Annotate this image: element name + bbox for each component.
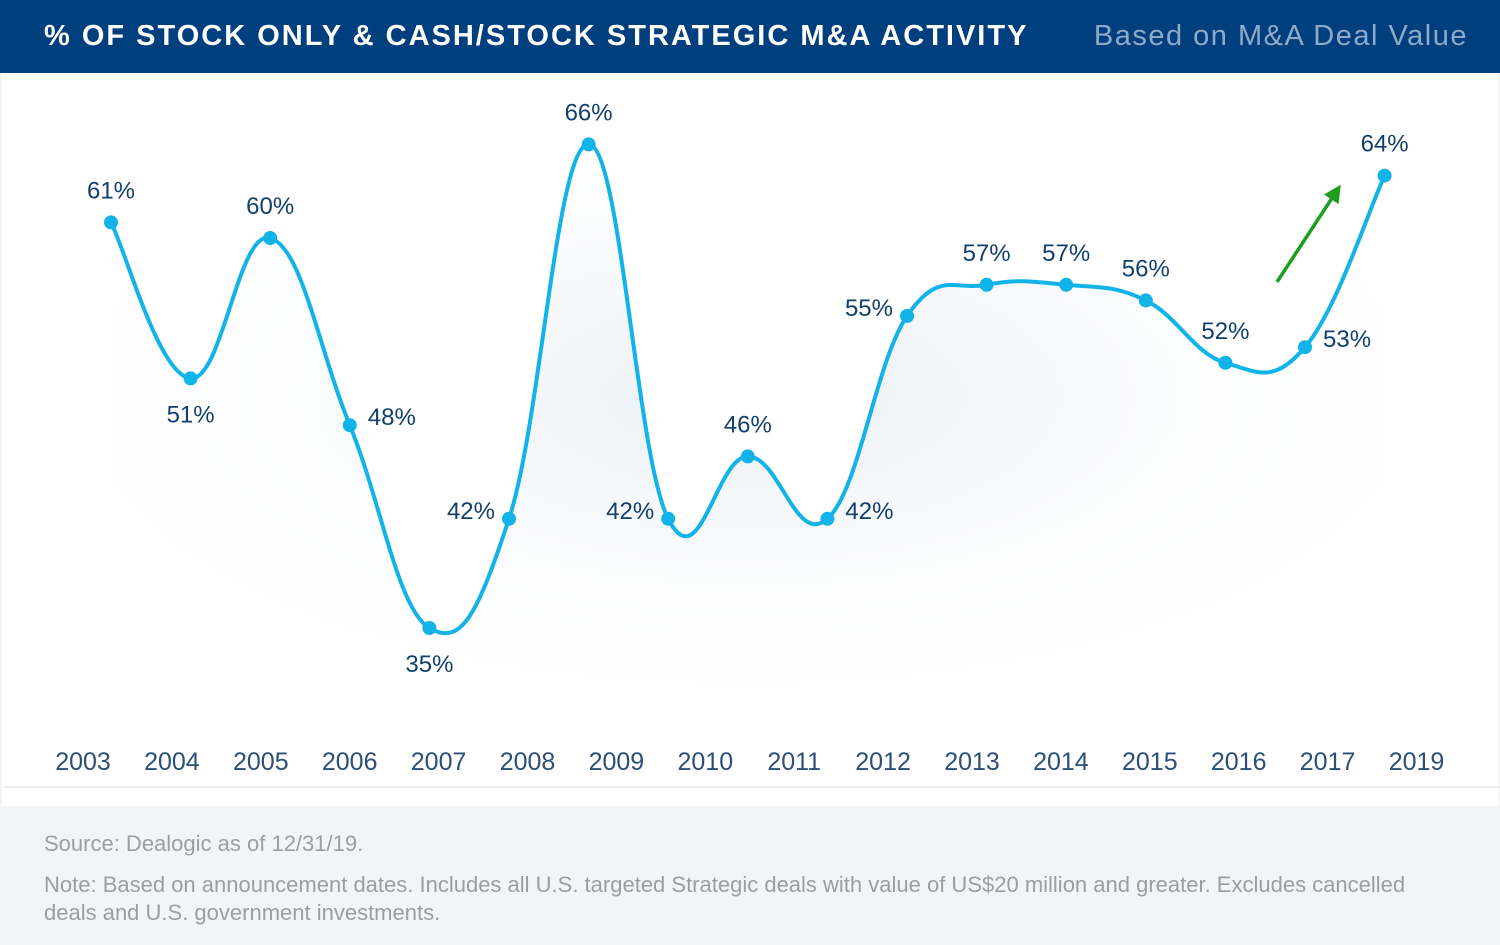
x-tick-label: 2010 <box>677 748 733 776</box>
chart-title: % OF STOCK ONLY & CASH/STOCK STRATEGIC M… <box>44 20 1029 52</box>
axis-divider <box>4 786 1500 788</box>
value-label: 42% <box>606 498 654 525</box>
data-point <box>183 371 198 386</box>
area-shading <box>111 144 1385 700</box>
x-tick-label: 2005 <box>233 748 289 776</box>
data-point <box>1218 355 1233 370</box>
chart-header: % OF STOCK ONLY & CASH/STOCK STRATEGIC M… <box>0 0 1500 73</box>
x-tick-label: 2019 <box>1389 748 1445 776</box>
value-label: 57% <box>963 240 1011 267</box>
value-label: 52% <box>1201 318 1249 345</box>
data-point <box>104 215 118 230</box>
data-point <box>1059 277 1074 292</box>
value-label: 48% <box>368 404 416 431</box>
data-point <box>740 449 755 464</box>
x-tick-label: 2009 <box>589 748 645 776</box>
value-label: 64% <box>1361 131 1409 158</box>
data-point <box>661 511 676 526</box>
data-point <box>900 309 914 323</box>
x-tick-label: 2011 <box>767 748 821 776</box>
x-tick-label: 2008 <box>500 748 556 776</box>
x-tick-label: 2013 <box>944 748 1000 776</box>
value-labels: 61% 51% 60% 48% 35% 42% 66% 42% 46% 42% 55% 57% 57% 5… <box>87 99 1409 678</box>
x-tick-label: 2017 <box>1300 748 1356 776</box>
source-text: Source: Dealogic as of 12/31/19. <box>44 831 364 856</box>
data-point <box>422 621 437 635</box>
x-tick-label: 2014 <box>1033 748 1089 776</box>
value-label: 53% <box>1323 326 1371 353</box>
value-label: 51% <box>167 401 215 428</box>
x-axis-labels: 2003 2004 2005 2006 2007 2008 2009 2010 2011 2012… <box>55 748 1444 776</box>
value-label: 55% <box>845 295 893 322</box>
trend-arrow-icon <box>1275 184 1341 283</box>
data-point <box>1377 168 1392 183</box>
x-tick-label: 2016 <box>1211 748 1267 776</box>
note-text: Note: Based on announcement dates. Inclu… <box>44 872 1406 925</box>
data-point <box>979 277 994 292</box>
value-label: 60% <box>246 193 294 220</box>
value-label: 35% <box>405 651 453 678</box>
chart-footer <box>0 806 1500 945</box>
value-label: 66% <box>565 99 613 126</box>
data-point <box>502 511 516 526</box>
x-tick-label: 2003 <box>55 748 111 776</box>
x-tick-label: 2006 <box>322 748 378 776</box>
x-tick-label: 2004 <box>144 748 200 776</box>
data-point <box>263 231 278 245</box>
x-tick-label: 2015 <box>1122 748 1178 776</box>
x-tick-label: 2012 <box>855 748 911 776</box>
data-points <box>104 137 1392 635</box>
value-label: 46% <box>724 411 772 438</box>
value-label: 42% <box>845 498 893 525</box>
value-label: 61% <box>87 177 135 204</box>
chart-subtitle: Based on M&A Deal Value <box>1093 20 1468 52</box>
data-point <box>342 418 357 433</box>
x-tick-label: 2007 <box>411 748 467 776</box>
data-point <box>1298 340 1312 355</box>
value-label: 42% <box>447 498 495 525</box>
value-label: 56% <box>1122 255 1170 282</box>
trend-annotation <box>1275 184 1341 283</box>
data-point <box>1138 293 1153 308</box>
data-point <box>581 137 596 152</box>
area-fill <box>111 144 1385 700</box>
value-label: 57% <box>1042 240 1090 267</box>
data-point <box>820 511 835 526</box>
